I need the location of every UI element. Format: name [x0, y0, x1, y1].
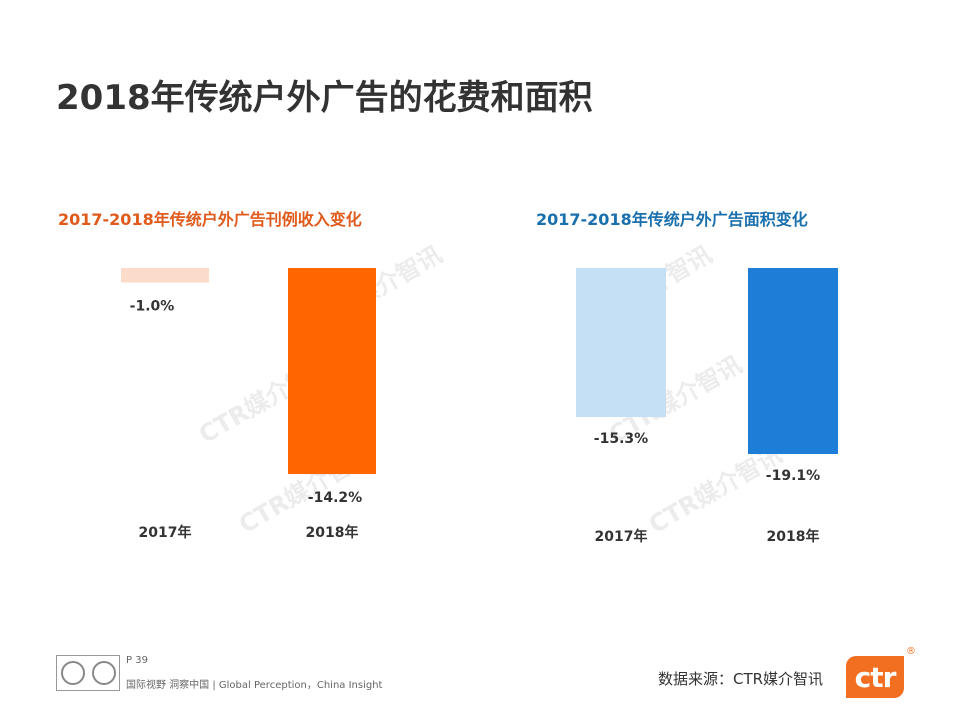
bar-2017年 — [576, 268, 666, 417]
tagline: 国际视野 洞察中国 | Global Perception，China Insi… — [126, 680, 383, 691]
chart-title-revenue: 2017-2018年传统户外广告刊例收入变化 — [58, 210, 362, 229]
value-label: -14.2% — [308, 490, 362, 506]
value-label: -15.3% — [594, 431, 648, 447]
data-source: 数据来源：CTR媒介智讯 — [658, 670, 824, 688]
category-label: 2018年 — [306, 524, 359, 541]
ctr-logo: ctr — [846, 656, 904, 698]
value-label: -1.0% — [130, 299, 175, 315]
page-title: 2018年传统户外广告的花费和面积 — [56, 78, 593, 118]
bar-2017年 — [121, 268, 209, 283]
certification-logos — [56, 655, 120, 691]
footer-left: P 39 国际视野 洞察中国 | Global Perception，China… — [56, 655, 382, 691]
value-label: -19.1% — [766, 468, 820, 484]
certification-icon — [60, 661, 85, 685]
category-label: 2017年 — [139, 524, 192, 541]
category-label: 2018年 — [767, 528, 820, 545]
bar-2018年 — [748, 268, 838, 454]
certification-icon — [91, 661, 116, 685]
bar-2018年 — [288, 268, 376, 475]
registered-mark: ® — [906, 646, 916, 657]
category-label: 2017年 — [595, 528, 648, 545]
chart-title-area: 2017-2018年传统户外广告面积变化 — [536, 210, 808, 229]
page-number: P 39 — [126, 655, 148, 666]
